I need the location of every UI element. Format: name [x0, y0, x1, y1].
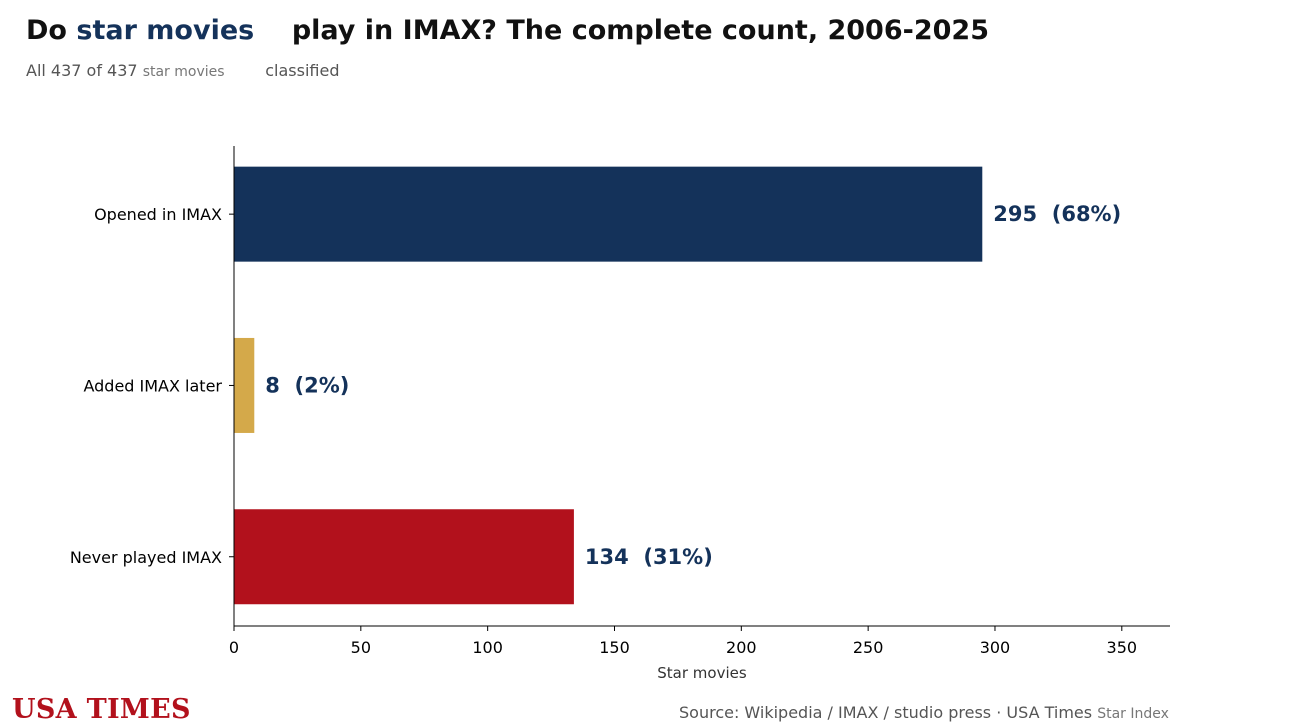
brand-logo: USA TIMES — [12, 694, 191, 725]
title-suffix: play in IMAX? The complete count, 2006-2… — [291, 15, 989, 46]
category-label-1: Added IMAX later — [83, 376, 222, 395]
subtitle-prefix: All 437 of 437 — [26, 61, 138, 80]
x-axis-label: Star movies — [657, 664, 747, 682]
value-label-1: 8 (2%) — [265, 373, 349, 397]
x-ticks-group: 0 50 100 150 200 250 300 350 — [229, 626, 1137, 657]
subtitle-suffix: classified — [265, 61, 340, 80]
bar-2 — [234, 509, 574, 605]
x-tick-label-2: 100 — [472, 638, 503, 657]
bars-group — [234, 166, 983, 605]
value-labels-group: 295 (68%) 8 (2%) 134 (31%) — [265, 202, 1121, 569]
x-tick-label-3: 150 — [599, 638, 630, 657]
source-small: Star Index — [1097, 706, 1169, 722]
source-text: Source: Wikipedia / IMAX / studio press … — [679, 703, 1093, 722]
x-tick-label-1: 50 — [351, 638, 371, 657]
subtitle: All 437 of 437 star movies classified — [26, 60, 339, 83]
page-title: Do star movies play in IMAX? The complet… — [26, 12, 989, 50]
x-tick-label-5: 250 — [853, 638, 884, 657]
title-highlight: star movies — [76, 15, 255, 46]
subtitle-small: star movies — [142, 64, 225, 80]
x-tick-label-0: 0 — [229, 638, 239, 657]
x-tick-label-6: 300 — [980, 638, 1011, 657]
category-label-0: Opened in IMAX — [94, 205, 222, 224]
source-note: Source: Wikipedia / IMAX / studio press … — [679, 703, 1169, 724]
x-tick-label-4: 200 — [726, 638, 757, 657]
category-labels-group: Opened in IMAX Added IMAX later Never play… — [70, 205, 234, 567]
title-prefix: Do — [26, 15, 67, 46]
bar-0 — [234, 166, 983, 262]
category-label-2: Never played IMAX — [70, 548, 222, 567]
bar-1 — [234, 337, 255, 433]
value-label-2: 134 (31%) — [585, 545, 713, 569]
x-tick-label-7: 350 — [1107, 638, 1138, 657]
value-label-0: 295 (68%) — [993, 202, 1121, 226]
